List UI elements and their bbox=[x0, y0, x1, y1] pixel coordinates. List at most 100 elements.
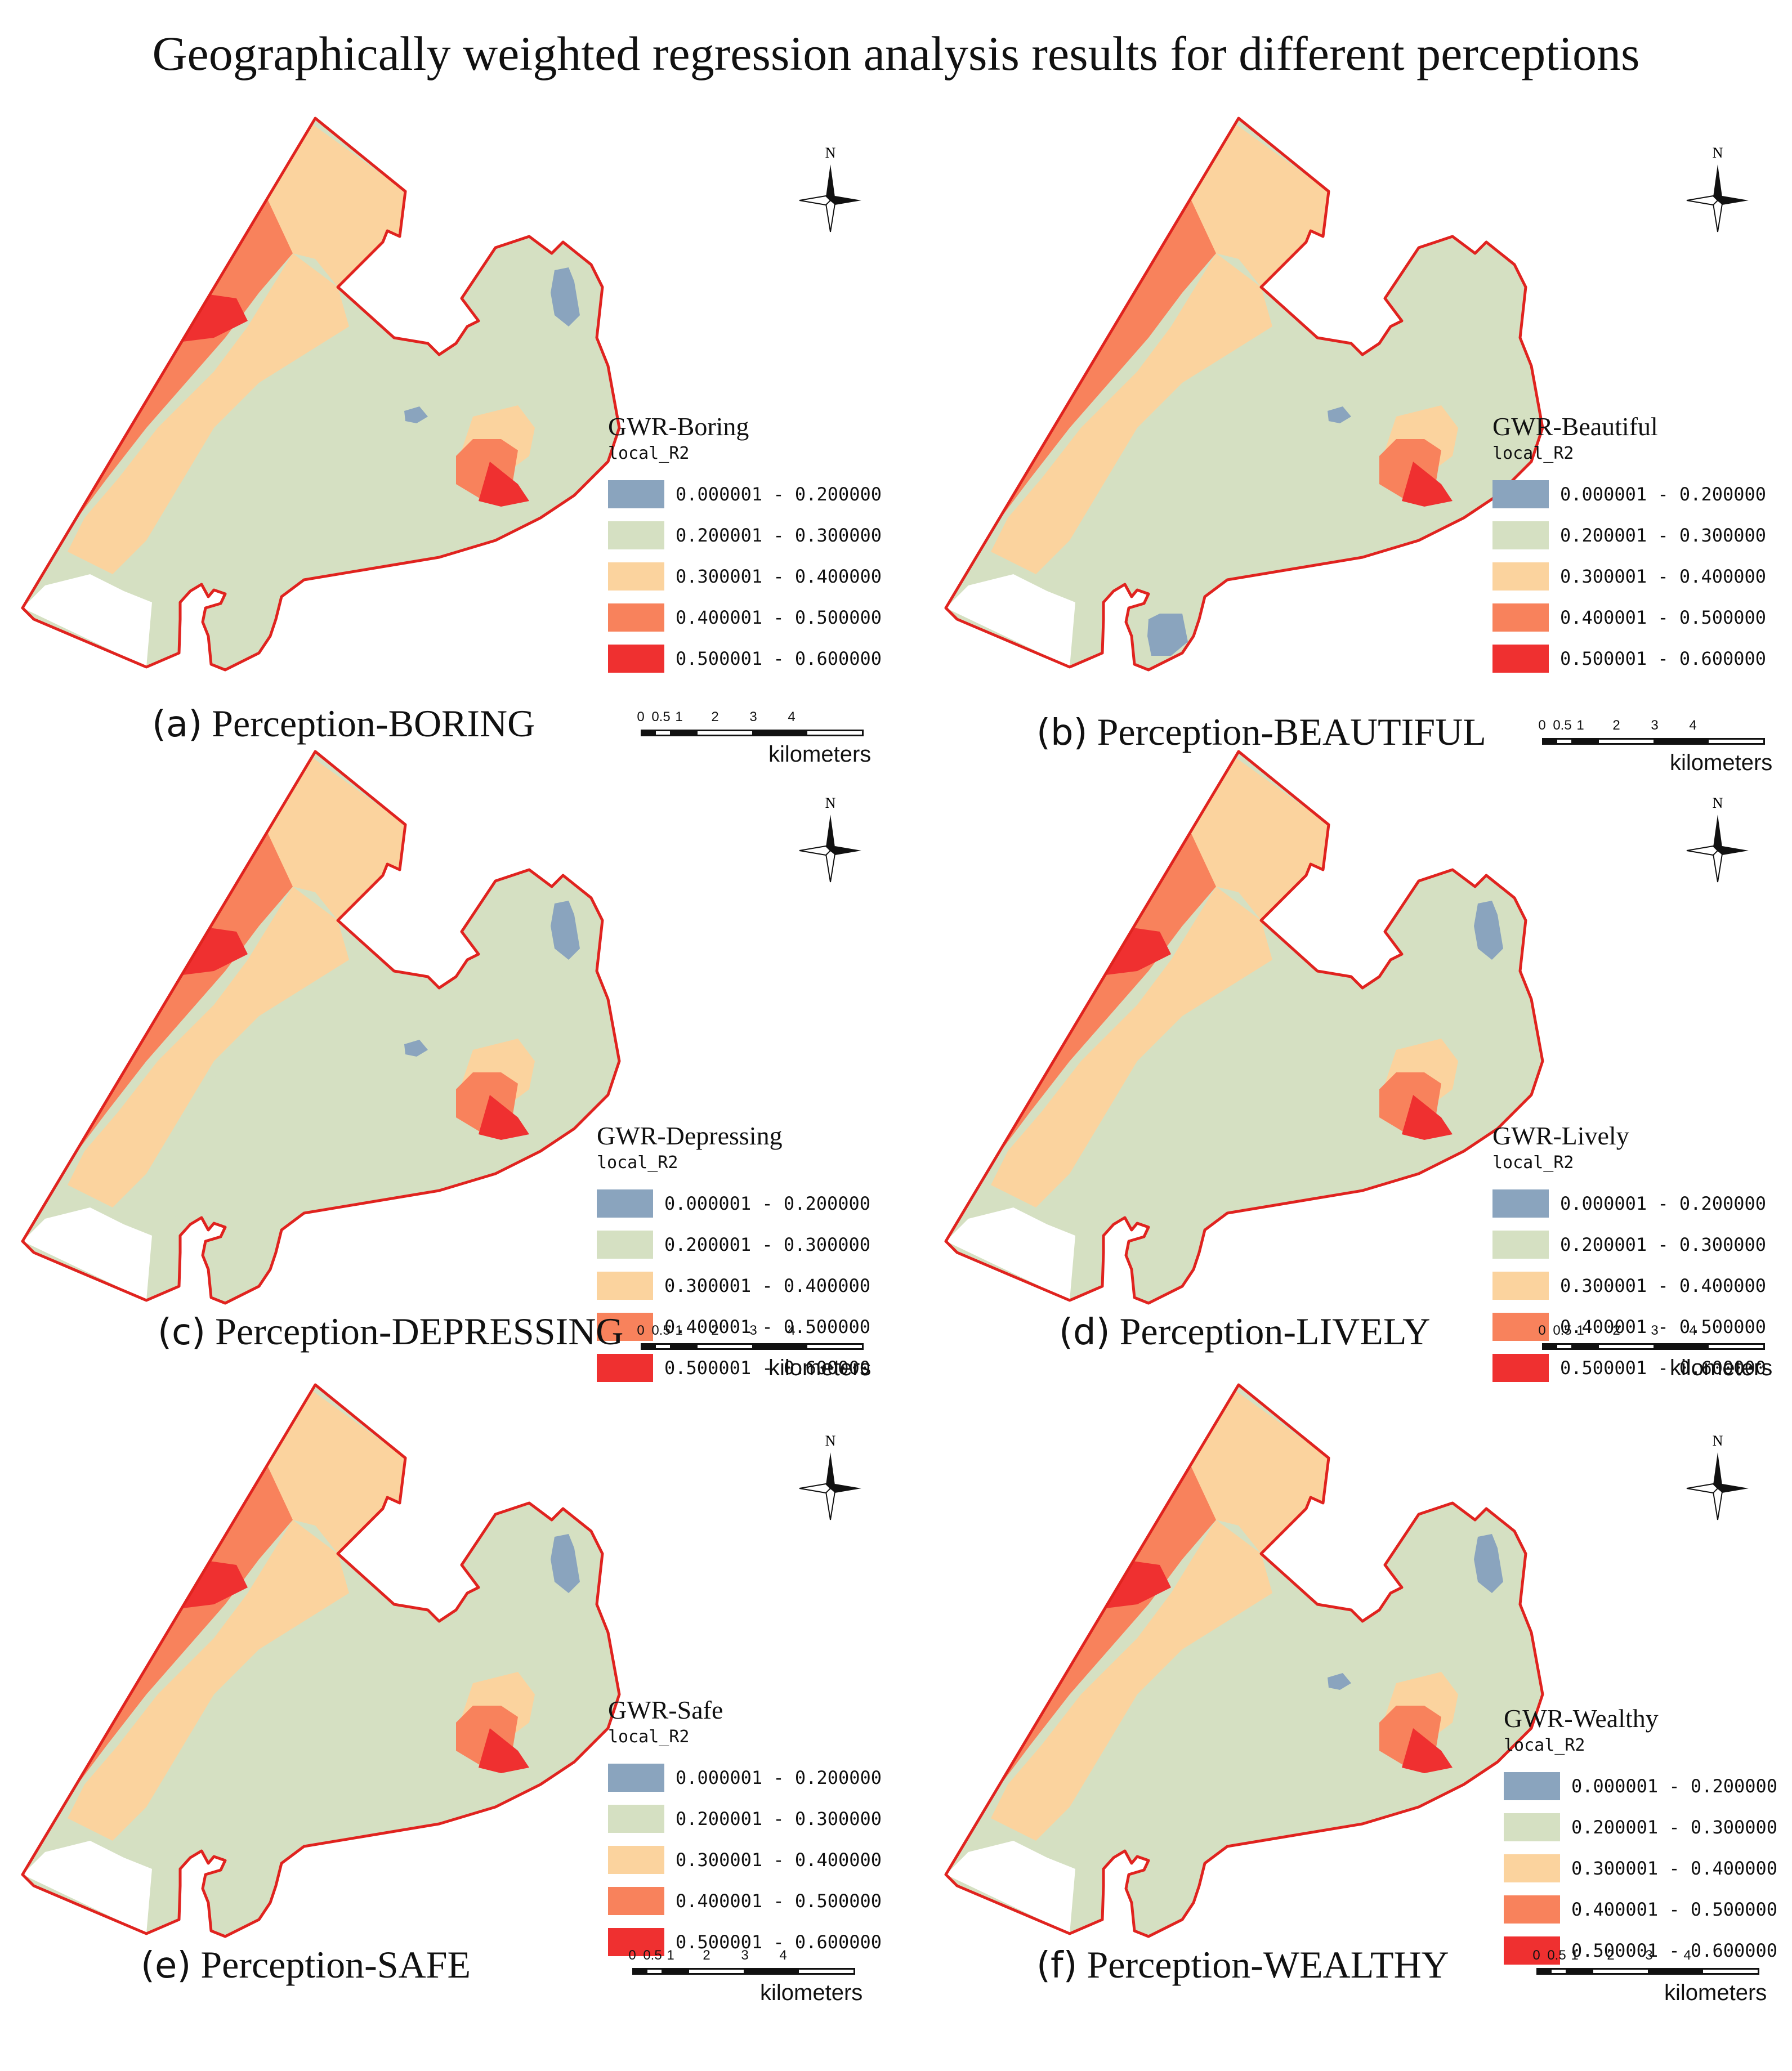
zone-class-2 bbox=[175, 270, 619, 670]
map-panel-1: N GWR-Boring local_R2 0.000001 - 0.20000… bbox=[0, 113, 896, 767]
scale-tick-label: 4 bbox=[1689, 1323, 1697, 1338]
legend-range: 0.200001 - 0.300000 bbox=[1560, 1234, 1767, 1255]
unsampled-area bbox=[23, 1207, 152, 1300]
north-arrow: N bbox=[1681, 1430, 1754, 1528]
legend-swatch bbox=[608, 1805, 664, 1833]
north-label: N bbox=[825, 795, 836, 811]
legend-range: 0.500001 - 0.600000 bbox=[676, 648, 882, 669]
map-panel-6: N GWR-Wealthy local_R2 0.000001 - 0.2000… bbox=[896, 1379, 1791, 2012]
map-panel-5: N GWR-Safe local_R2 0.000001 - 0.200000 0… bbox=[0, 1379, 896, 2012]
legend-title: GWR-Wealthy bbox=[1504, 1704, 1659, 1733]
legend-range: 0.300001 - 0.400000 bbox=[676, 1849, 882, 1871]
zone-class-5-southeast bbox=[479, 1095, 529, 1140]
scale-unit: kilometers bbox=[1664, 1980, 1767, 2005]
legend-range: 0.000001 - 0.200000 bbox=[664, 1193, 871, 1214]
zone-class-1-center bbox=[1328, 406, 1351, 423]
panel-caption-text: Perception-WEALTHY bbox=[1087, 1943, 1449, 1986]
scale-tick-label: 4 bbox=[779, 1948, 787, 1963]
scale-unit: kilometers bbox=[768, 742, 872, 767]
scale-tick-label: 3 bbox=[741, 1948, 749, 1963]
legend-range: 0.400001 - 0.500000 bbox=[1560, 607, 1767, 628]
legend-range: 0.200001 - 0.300000 bbox=[1571, 1817, 1778, 1838]
legend-item: 0.000001 - 0.200000 bbox=[597, 1189, 870, 1218]
legend-range: 0.400001 - 0.500000 bbox=[1571, 1899, 1778, 1920]
zone-class-1-center bbox=[404, 1040, 428, 1057]
legend-item: 0.400001 - 0.500000 bbox=[597, 1312, 870, 1341]
scale-tick-label: 0 bbox=[637, 1323, 645, 1338]
legend-swatch bbox=[1504, 1895, 1560, 1924]
legend-item: 0.300001 - 0.400000 bbox=[608, 1845, 882, 1875]
panel-caption: (b) Perception-BEAUTIFUL bbox=[1036, 709, 1486, 755]
scale-tick-label: 0.5 bbox=[1553, 1323, 1572, 1338]
zone-class-3 bbox=[68, 1385, 535, 1841]
legend-range: 0.500001 - 0.600000 bbox=[664, 1357, 871, 1379]
legend-swatch bbox=[597, 1231, 653, 1259]
scale-tick-label: 4 bbox=[788, 709, 796, 724]
panel-letter: (b) bbox=[1036, 712, 1088, 754]
legend-item: 0.400001 - 0.500000 bbox=[608, 1886, 882, 1916]
scale-tick-label: 1 bbox=[1571, 1948, 1579, 1963]
legend-item: 0.000001 - 0.200000 bbox=[608, 1763, 882, 1792]
legend-title: GWR-Depressing bbox=[597, 1121, 783, 1150]
legend-item: 0.000001 - 0.200000 bbox=[1504, 1772, 1777, 1801]
zone-class-2 bbox=[1098, 270, 1543, 670]
legend-item: 0.400001 - 0.500000 bbox=[1504, 1895, 1777, 1924]
panel-caption: (f) Perception-WEALTHY bbox=[1036, 1942, 1449, 1988]
zone-class-4 bbox=[957, 1435, 1441, 1818]
zone-class-4 bbox=[34, 1435, 518, 1818]
study-area-boundary bbox=[21, 117, 621, 672]
zone-class-3 bbox=[991, 1385, 1458, 1841]
legend-range: 0.200001 - 0.300000 bbox=[676, 525, 882, 546]
legend-item: 0.500001 - 0.600000 bbox=[608, 1927, 882, 1957]
legend: GWR-Depressing local_R2 0.000001 - 0.200… bbox=[597, 1120, 870, 1394]
study-area-boundary bbox=[21, 750, 621, 1305]
zone-class-5-southeast bbox=[1402, 1095, 1453, 1140]
scale-tick-label: 3 bbox=[1651, 1323, 1659, 1338]
zone-class-1-center bbox=[1328, 1673, 1351, 1690]
scale-tick-label: 0 bbox=[1532, 1948, 1540, 1963]
legend-swatch bbox=[608, 1887, 664, 1915]
scale-tick-label: 4 bbox=[1689, 718, 1697, 733]
scale-tick-label: 2 bbox=[711, 1323, 719, 1338]
scale-bar-graphic bbox=[1542, 1343, 1765, 1350]
legend-item: 0.200001 - 0.300000 bbox=[1492, 521, 1766, 550]
legend-range: 0.000001 - 0.200000 bbox=[1560, 484, 1767, 505]
unsampled-area bbox=[23, 574, 152, 667]
legend-range: 0.300001 - 0.400000 bbox=[664, 1275, 871, 1296]
legend-item: 0.500001 - 0.600000 bbox=[1504, 1936, 1777, 1965]
legend: GWR-Safe local_R2 0.000001 - 0.200000 0.2… bbox=[608, 1694, 882, 1969]
zone-class-4 bbox=[34, 802, 518, 1185]
legend-swatch bbox=[597, 1354, 653, 1382]
legend-title: GWR-Lively bbox=[1492, 1121, 1629, 1150]
zone-class-1-northeast bbox=[1474, 1534, 1503, 1593]
legend-field: local_R2 bbox=[608, 1727, 690, 1747]
zone-class-1-northeast bbox=[551, 1534, 580, 1593]
legend-swatch bbox=[1492, 1231, 1549, 1259]
zone-class-1-northeast bbox=[1474, 901, 1503, 960]
study-area-boundary bbox=[944, 1383, 1544, 1938]
zone-class-1-northeast bbox=[551, 901, 580, 960]
legend-range: 0.400001 - 0.500000 bbox=[664, 1316, 871, 1338]
panel-caption-text: Perception-DEPRESSING bbox=[215, 1310, 624, 1353]
north-label: N bbox=[825, 1433, 836, 1449]
scale-bar-graphic bbox=[641, 1343, 864, 1350]
legend-range: 0.400001 - 0.500000 bbox=[676, 607, 882, 628]
legend: GWR-Lively local_R2 0.000001 - 0.200000 0… bbox=[1492, 1120, 1766, 1394]
legend-swatch bbox=[1504, 1854, 1560, 1882]
panel-caption: (e) Perception-SAFE bbox=[141, 1942, 471, 1988]
zone-class-1-northeast bbox=[551, 267, 580, 326]
scale-tick-label: 2 bbox=[711, 709, 719, 724]
north-label: N bbox=[825, 145, 836, 161]
map-panel-3: N GWR-Depressing local_R2 0.000001 - 0.2… bbox=[0, 746, 896, 1382]
legend-item: 0.300001 - 0.400000 bbox=[597, 1271, 870, 1300]
choropleth-map bbox=[944, 117, 1544, 672]
scale-tick-label: 0 bbox=[628, 1948, 636, 1963]
scale-tick-label: 0.5 bbox=[1553, 718, 1572, 733]
scale-tick-label: 3 bbox=[1651, 718, 1659, 733]
legend-swatch bbox=[1492, 480, 1549, 508]
legend-item: 0.300001 - 0.400000 bbox=[1492, 1271, 1766, 1300]
choropleth-map bbox=[944, 1383, 1544, 1938]
legend-range: 0.400001 - 0.500000 bbox=[1560, 1316, 1767, 1338]
legend-field: local_R2 bbox=[608, 444, 690, 463]
figure-title: Geographically weighted regression analy… bbox=[152, 26, 1640, 80]
